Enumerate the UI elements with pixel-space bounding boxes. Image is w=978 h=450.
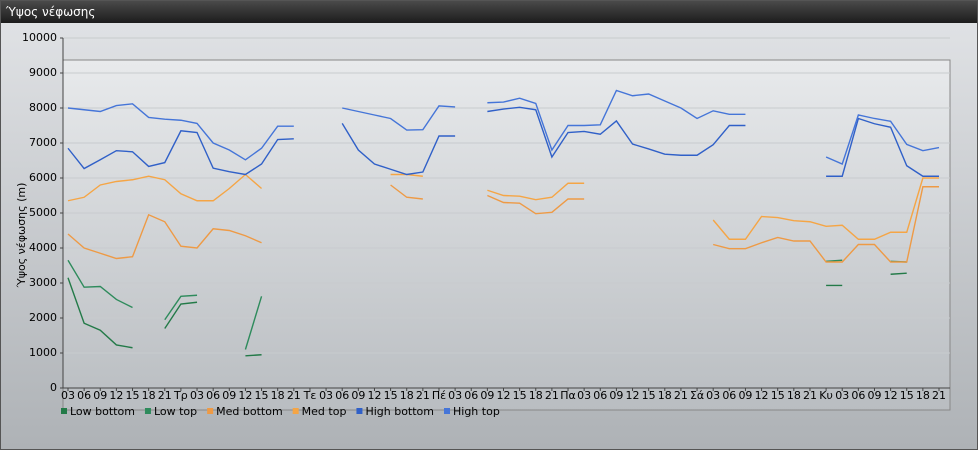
x-tick-label: 03 (706, 389, 720, 402)
legend-swatch (144, 408, 151, 414)
y-tick-label: 6000 (29, 171, 57, 184)
legend-label: Med bottom (216, 405, 283, 418)
y-tick-label: 5000 (29, 206, 57, 219)
title-bar: Ύψος νέφωσης (1, 1, 977, 23)
x-tick-label: 21 (803, 389, 817, 402)
series-line (67, 272, 907, 357)
plot-area (62, 59, 951, 411)
x-tick-label: 18 (142, 389, 156, 402)
x-tick-label: 09 (93, 389, 107, 402)
x-tick-label: 15 (900, 389, 914, 402)
x-tick-label: Κυ (819, 389, 833, 402)
x-tick-label: 12 (755, 389, 769, 402)
x-tick-label: 21 (545, 389, 559, 402)
legend-swatch (207, 408, 214, 414)
x-tick-label: 18 (787, 389, 801, 402)
legend-label: High bottom (365, 405, 434, 418)
x-tick-label: 06 (206, 389, 220, 402)
x-tick-label: 18 (400, 389, 414, 402)
x-tick-label: 09 (222, 389, 236, 402)
x-tick-label: 06 (464, 389, 478, 402)
legend-swatch (444, 408, 450, 414)
legend-swatch (61, 408, 67, 414)
legend-label: High top (453, 405, 500, 418)
x-tick-label: 18 (271, 389, 285, 402)
x-tick-label: 12 (497, 389, 511, 402)
legend-label: Low bottom (70, 405, 135, 418)
x-tick-label: 09 (351, 389, 365, 402)
x-tick-label: Τε (303, 389, 317, 402)
x-tick-label: 09 (867, 389, 881, 402)
y-tick-label: 7000 (29, 136, 57, 149)
x-tick-label: 03 (319, 389, 333, 402)
series-line (67, 259, 907, 350)
x-tick-label: 15 (384, 389, 398, 402)
x-tick-label: 06 (335, 389, 349, 402)
y-tick-label: 10000 (22, 31, 57, 44)
x-tick-label: 12 (884, 389, 898, 402)
series-line (67, 184, 939, 263)
x-tick-label: 21 (932, 389, 946, 402)
x-tick-label: Πέ (432, 389, 446, 402)
y-tick-label: 2000 (29, 311, 57, 324)
series-line (67, 106, 939, 177)
x-tick-label: 09 (480, 389, 494, 402)
x-tick-label: Πα (560, 389, 576, 402)
legend-label: Low top (154, 405, 197, 418)
series-line (67, 89, 940, 165)
x-tick-label: 12 (367, 389, 381, 402)
x-tick-label: 03 (835, 389, 849, 402)
x-tick-label: 12 (109, 389, 123, 402)
x-tick-label: 03 (190, 389, 204, 402)
x-tick-label: 03 (448, 389, 462, 402)
x-tick-label: 21 (287, 389, 301, 402)
x-tick-label: 06 (593, 389, 607, 402)
x-tick-label: 03 (577, 389, 591, 402)
x-tick-label: 15 (255, 389, 269, 402)
x-tick-label: 15 (771, 389, 785, 402)
x-tick-label: 06 (722, 389, 736, 402)
x-tick-label: 21 (158, 389, 172, 402)
y-tick-label: 4000 (29, 241, 57, 254)
x-tick-label: 15 (126, 389, 140, 402)
x-tick-label: 09 (738, 389, 752, 402)
x-tick-label: 06 (851, 389, 865, 402)
x-tick-label: 18 (916, 389, 930, 402)
x-tick-label: 15 (513, 389, 527, 402)
x-tick-label: 21 (674, 389, 688, 402)
y-tick-label: 3000 (29, 276, 57, 289)
legend-label: Med top (302, 405, 347, 418)
x-tick-label: 09 (609, 389, 623, 402)
legend-swatch (356, 408, 363, 414)
y-axis-title: Ύψος νέφωσης (m) (15, 183, 28, 289)
legend-swatch (292, 408, 299, 414)
x-tick-label: 18 (529, 389, 543, 402)
y-tick-label: 9000 (29, 66, 57, 79)
x-tick-label: 12 (238, 389, 252, 402)
x-tick-label: Σά (690, 389, 704, 402)
y-tick-label: 1000 (29, 346, 57, 359)
x-tick-label: 03 (61, 389, 75, 402)
x-tick-label: 15 (642, 389, 656, 402)
x-tick-label: 06 (77, 389, 91, 402)
x-tick-label: 12 (626, 389, 640, 402)
x-tick-label: Τρ (173, 389, 188, 402)
y-tick-label: 8000 (29, 101, 57, 114)
x-tick-label: 21 (416, 389, 430, 402)
x-tick-label: 18 (658, 389, 672, 402)
y-tick-label: 0 (50, 381, 57, 394)
